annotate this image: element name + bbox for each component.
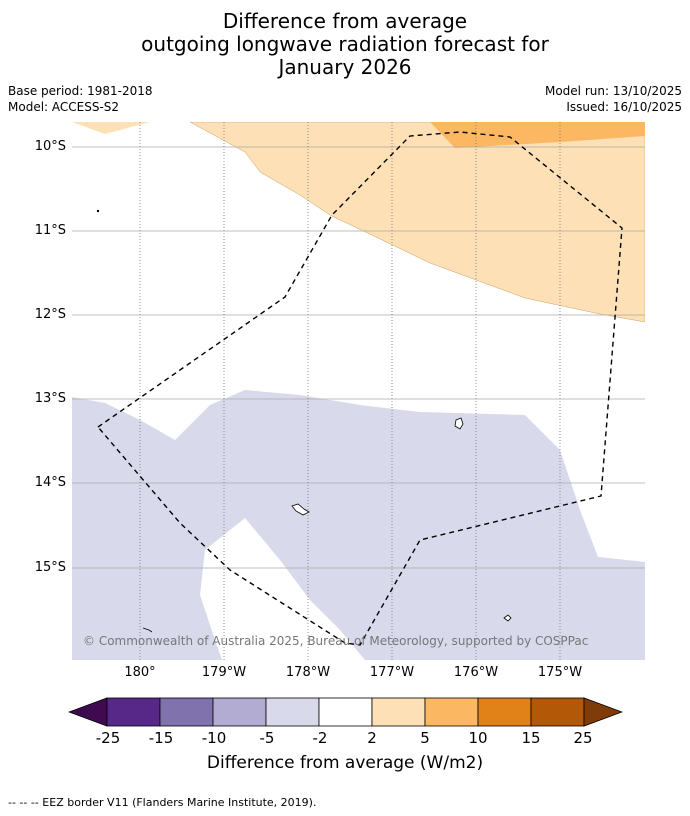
- island-south-west: [142, 627, 153, 633]
- colorbar-tick-neg5: -5: [259, 729, 275, 747]
- islands: [96, 209, 512, 633]
- base-period: Base period: 1981-2018: [8, 84, 153, 98]
- anomaly-region-pos-2-5-left: [72, 122, 150, 134]
- colorbar: [68, 697, 623, 727]
- colorbar-tick-5: 5: [420, 729, 430, 747]
- colorbar-swatch-above-25: [583, 697, 623, 727]
- eez-border: [96, 131, 623, 646]
- title-line-3: January 2026: [278, 55, 412, 79]
- anomaly-region-neutral-pocket: [200, 518, 365, 660]
- eez-footnote: -- -- -- EEZ border V11 (Flanders Marine…: [8, 796, 317, 809]
- colorbar-tick-15: 15: [521, 729, 541, 747]
- colorbar-tick-neg2: -2: [312, 729, 328, 747]
- colorbar-tick-neg25: -25: [95, 729, 121, 747]
- issued-date: Issued: 16/10/2025: [566, 100, 682, 114]
- colorbar-swatch-9: [530, 697, 585, 727]
- colorbar-swatch-5: [318, 697, 373, 727]
- island-dot: [96, 209, 100, 213]
- colorbar-tick-neg15: -15: [148, 729, 174, 747]
- colorbar-swatch-2: [159, 697, 214, 727]
- colorbar-swatch-7: [424, 697, 479, 727]
- model-run: Model run: 13/10/2025: [544, 84, 682, 98]
- anomaly-region-pos-2-5: [189, 122, 645, 323]
- colorbar-tick-neg10: -10: [201, 729, 227, 747]
- lat-label-10s: 10°S: [34, 139, 66, 154]
- colorbar-tick-10: 10: [468, 729, 488, 747]
- lon-label-180: 180°: [124, 665, 156, 680]
- lat-label-13s: 13°S: [34, 391, 66, 406]
- colorbar-tick-2: 2: [367, 729, 377, 747]
- colorbar-swatch-8: [477, 697, 532, 727]
- anomaly-region-pos-5-10: [430, 122, 645, 148]
- colorbar-tick-25: 25: [573, 729, 593, 747]
- island-central: [291, 503, 310, 516]
- lon-label-177w: 177°W: [369, 665, 415, 680]
- lon-label-179w: 179°W: [201, 665, 247, 680]
- copyright-text: © Commonwealth of Australia 2025, Bureau…: [83, 634, 589, 648]
- island-north: [454, 417, 464, 430]
- model-name: Model: ACCESS-S2: [8, 100, 120, 114]
- lat-label-14s: 14°S: [34, 475, 66, 490]
- colorbar-swatch-4: [265, 697, 320, 727]
- colorbar-swatch-6: [371, 697, 426, 727]
- title-line-1: Difference from average: [222, 9, 468, 33]
- colorbar-swatch-below-neg25: [68, 697, 108, 727]
- title-line-2: outgoing longwave radiation forecast for: [141, 32, 549, 56]
- colorbar-swatch-1: [106, 697, 161, 727]
- lat-label-11s: 11°S: [34, 223, 66, 238]
- lon-label-175w: 175°W: [537, 665, 583, 680]
- lat-gridlines: [72, 146, 645, 569]
- map-panel: [72, 122, 645, 660]
- lon-label-178w: 178°W: [285, 665, 331, 680]
- colorbar-swatch-3: [212, 697, 267, 727]
- lon-label-176w: 176°W: [453, 665, 499, 680]
- island-east: [503, 614, 512, 622]
- colorbar-title: Difference from average (W/m2): [206, 753, 484, 773]
- lat-label-12s: 12°S: [34, 307, 66, 322]
- lat-label-15s: 15°S: [34, 560, 66, 575]
